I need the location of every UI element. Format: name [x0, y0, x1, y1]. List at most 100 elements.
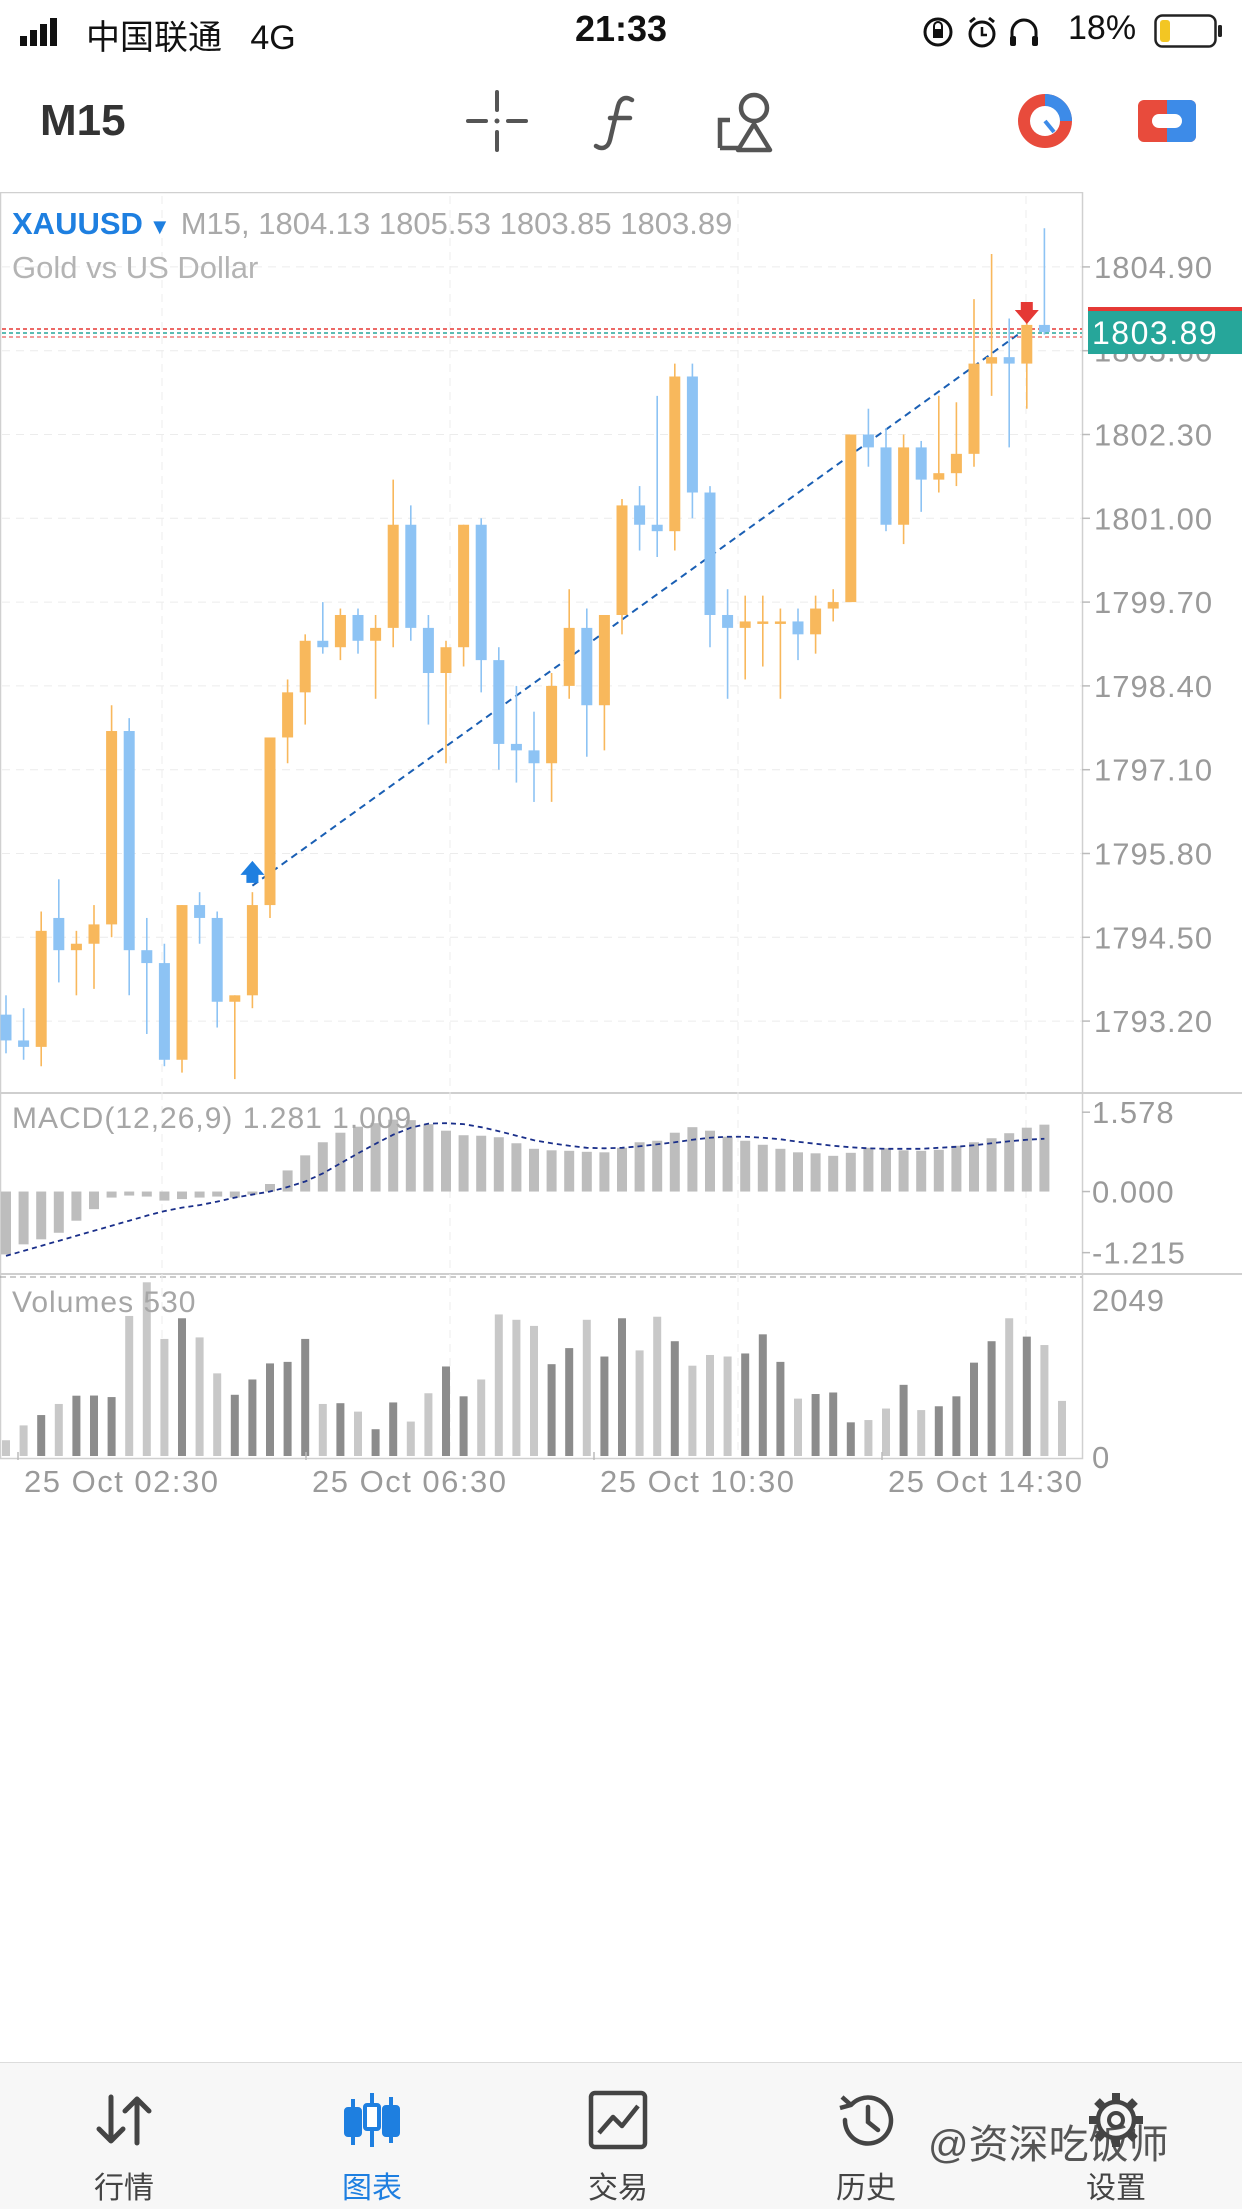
settings-icon	[1089, 2093, 1143, 2147]
candle-body	[686, 376, 698, 493]
volume-bar	[565, 1348, 574, 1456]
candle-body	[440, 647, 452, 674]
watermark: @资深吃饭师	[928, 2123, 1169, 2167]
macd-bar	[863, 1147, 874, 1192]
candle-body	[317, 640, 329, 648]
candle-body	[669, 376, 681, 532]
candle	[106, 705, 118, 938]
grid	[0, 192, 1242, 1460]
current-price-tag: 1803.89	[1092, 315, 1218, 351]
candle-body	[176, 905, 188, 1060]
quotes-icon	[96, 2094, 152, 2146]
symbol-name[interactable]: XAUUSD	[12, 206, 143, 241]
nav-charts[interactable]: 图表	[272, 2063, 472, 2209]
candle-body	[106, 731, 118, 925]
candle-body	[123, 731, 135, 951]
nav-trade[interactable]: 交易	[518, 2063, 718, 2209]
macd-bar	[476, 1135, 487, 1192]
volume-bar	[670, 1341, 679, 1456]
candle-body	[211, 917, 223, 1002]
candle-body	[651, 524, 663, 532]
nav-trade-label: 交易	[588, 2172, 648, 2205]
macd-signal-line	[5, 1122, 1045, 1257]
ohlc-readout: M15, 1804.13 1805.53 1803.85 1803.89	[181, 206, 733, 241]
macd-bar	[124, 1191, 135, 1196]
candle-body	[141, 950, 153, 964]
volume-bar	[160, 1338, 169, 1456]
macd-bar	[353, 1126, 363, 1192]
macd-bar	[1004, 1133, 1015, 1192]
timeframe-button[interactable]: M15	[40, 96, 126, 145]
candle-body	[370, 627, 382, 641]
price-tick-label: 1798.40	[1094, 669, 1213, 704]
price-tick-label: 1804.90	[1094, 250, 1213, 285]
macd-bar	[212, 1191, 223, 1197]
macd-bar	[951, 1145, 962, 1192]
volume-bar	[829, 1392, 838, 1456]
symbol-dropdown-icon[interactable]: ▼	[148, 214, 171, 239]
candle-body	[510, 743, 522, 751]
macd-bar	[775, 1148, 786, 1192]
carrier-name: 中国联通	[86, 19, 222, 57]
candle	[1038, 228, 1050, 335]
candle	[528, 711, 540, 802]
macd-bar	[493, 1137, 504, 1192]
crosshair-icon[interactable]	[462, 86, 532, 156]
candle-body	[1038, 324, 1050, 333]
nav-history[interactable]: 历史	[766, 2063, 966, 2209]
volume-bars	[2, 1282, 1066, 1456]
macd-bar	[89, 1191, 99, 1210]
time-tick-label: 25 Oct 14:30	[888, 1464, 1084, 1499]
candle-body	[1003, 357, 1015, 364]
function-icon[interactable]	[586, 86, 656, 156]
candle	[598, 614, 610, 751]
signal-icon	[20, 18, 57, 46]
candle	[334, 608, 346, 661]
candle-body	[616, 505, 628, 615]
macd-bar	[599, 1152, 610, 1192]
macd-bar	[18, 1191, 29, 1245]
nav-settings[interactable]: 设置	[1016, 2063, 1216, 2209]
high-value: 1805.53	[378, 206, 491, 241]
macd-histogram	[1, 1119, 1050, 1257]
candle	[299, 634, 311, 725]
macd-bar	[969, 1142, 979, 1192]
macd-bar	[511, 1143, 522, 1192]
candle	[810, 595, 822, 654]
volume-bar	[301, 1338, 310, 1456]
indicator-toggle-icon[interactable]	[1010, 86, 1080, 156]
status-bar: 中国联通 4G 21:33 18%	[0, 0, 1242, 64]
macd-bar	[634, 1142, 645, 1192]
symbol-header[interactable]: XAUUSD ▼ M15, 1804.13 1805.53 1803.85 1803…	[12, 206, 732, 242]
volume-bar	[477, 1379, 486, 1456]
candle	[616, 498, 628, 635]
candle-body	[493, 660, 505, 744]
volume-bar	[987, 1341, 996, 1456]
volume-bar	[653, 1316, 662, 1456]
volume-bar	[2, 1440, 10, 1456]
trade-toggle-icon[interactable]	[1132, 86, 1202, 156]
volume-bar	[811, 1394, 820, 1456]
chart-area[interactable]: 1804.901803.601802.301801.001799.701798.…	[0, 192, 1242, 2062]
battery-percent: 18%	[1068, 9, 1137, 47]
objects-icon[interactable]	[710, 86, 780, 156]
candle	[845, 434, 857, 603]
candle	[915, 440, 927, 512]
macd-bar	[810, 1153, 821, 1192]
nav-quotes[interactable]: 行情	[24, 2063, 224, 2209]
volume-bar	[688, 1365, 697, 1456]
volume-bar	[1005, 1318, 1014, 1456]
macd-bar	[564, 1150, 575, 1192]
candle	[141, 917, 153, 1034]
candle-body	[246, 905, 258, 996]
charts-icon	[344, 2093, 400, 2147]
volume-bar	[178, 1318, 186, 1456]
candle-body	[18, 1040, 30, 1047]
chart-canvas[interactable]: 1804.901803.601802.301801.001799.701798.…	[0, 192, 1242, 2062]
volume-bar	[882, 1408, 890, 1456]
volume-bar	[142, 1282, 151, 1456]
candle-body	[810, 608, 822, 635]
macd-bar	[1, 1191, 11, 1255]
clock: 21:33	[574, 8, 668, 49]
volume-bar	[195, 1337, 204, 1456]
